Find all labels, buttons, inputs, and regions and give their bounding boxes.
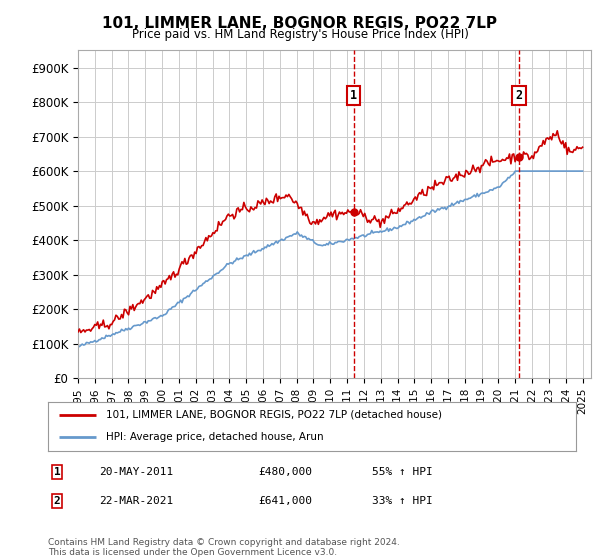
Text: 1: 1 (350, 88, 357, 102)
Text: HPI: Average price, detached house, Arun: HPI: Average price, detached house, Arun (106, 432, 324, 442)
Text: Contains HM Land Registry data © Crown copyright and database right 2024.
This d: Contains HM Land Registry data © Crown c… (48, 538, 400, 557)
Text: 101, LIMMER LANE, BOGNOR REGIS, PO22 7LP: 101, LIMMER LANE, BOGNOR REGIS, PO22 7LP (103, 16, 497, 31)
Text: 1: 1 (53, 466, 61, 477)
Text: 20-MAY-2011: 20-MAY-2011 (99, 466, 173, 477)
Text: £641,000: £641,000 (258, 496, 312, 506)
Text: 22-MAR-2021: 22-MAR-2021 (99, 496, 173, 506)
Text: 2: 2 (53, 496, 61, 506)
Text: 33% ↑ HPI: 33% ↑ HPI (372, 496, 433, 506)
Text: £480,000: £480,000 (258, 466, 312, 477)
Text: 101, LIMMER LANE, BOGNOR REGIS, PO22 7LP (detached house): 101, LIMMER LANE, BOGNOR REGIS, PO22 7LP… (106, 410, 442, 420)
Text: 2: 2 (515, 88, 523, 102)
Text: Price paid vs. HM Land Registry's House Price Index (HPI): Price paid vs. HM Land Registry's House … (131, 28, 469, 41)
Text: 55% ↑ HPI: 55% ↑ HPI (372, 466, 433, 477)
